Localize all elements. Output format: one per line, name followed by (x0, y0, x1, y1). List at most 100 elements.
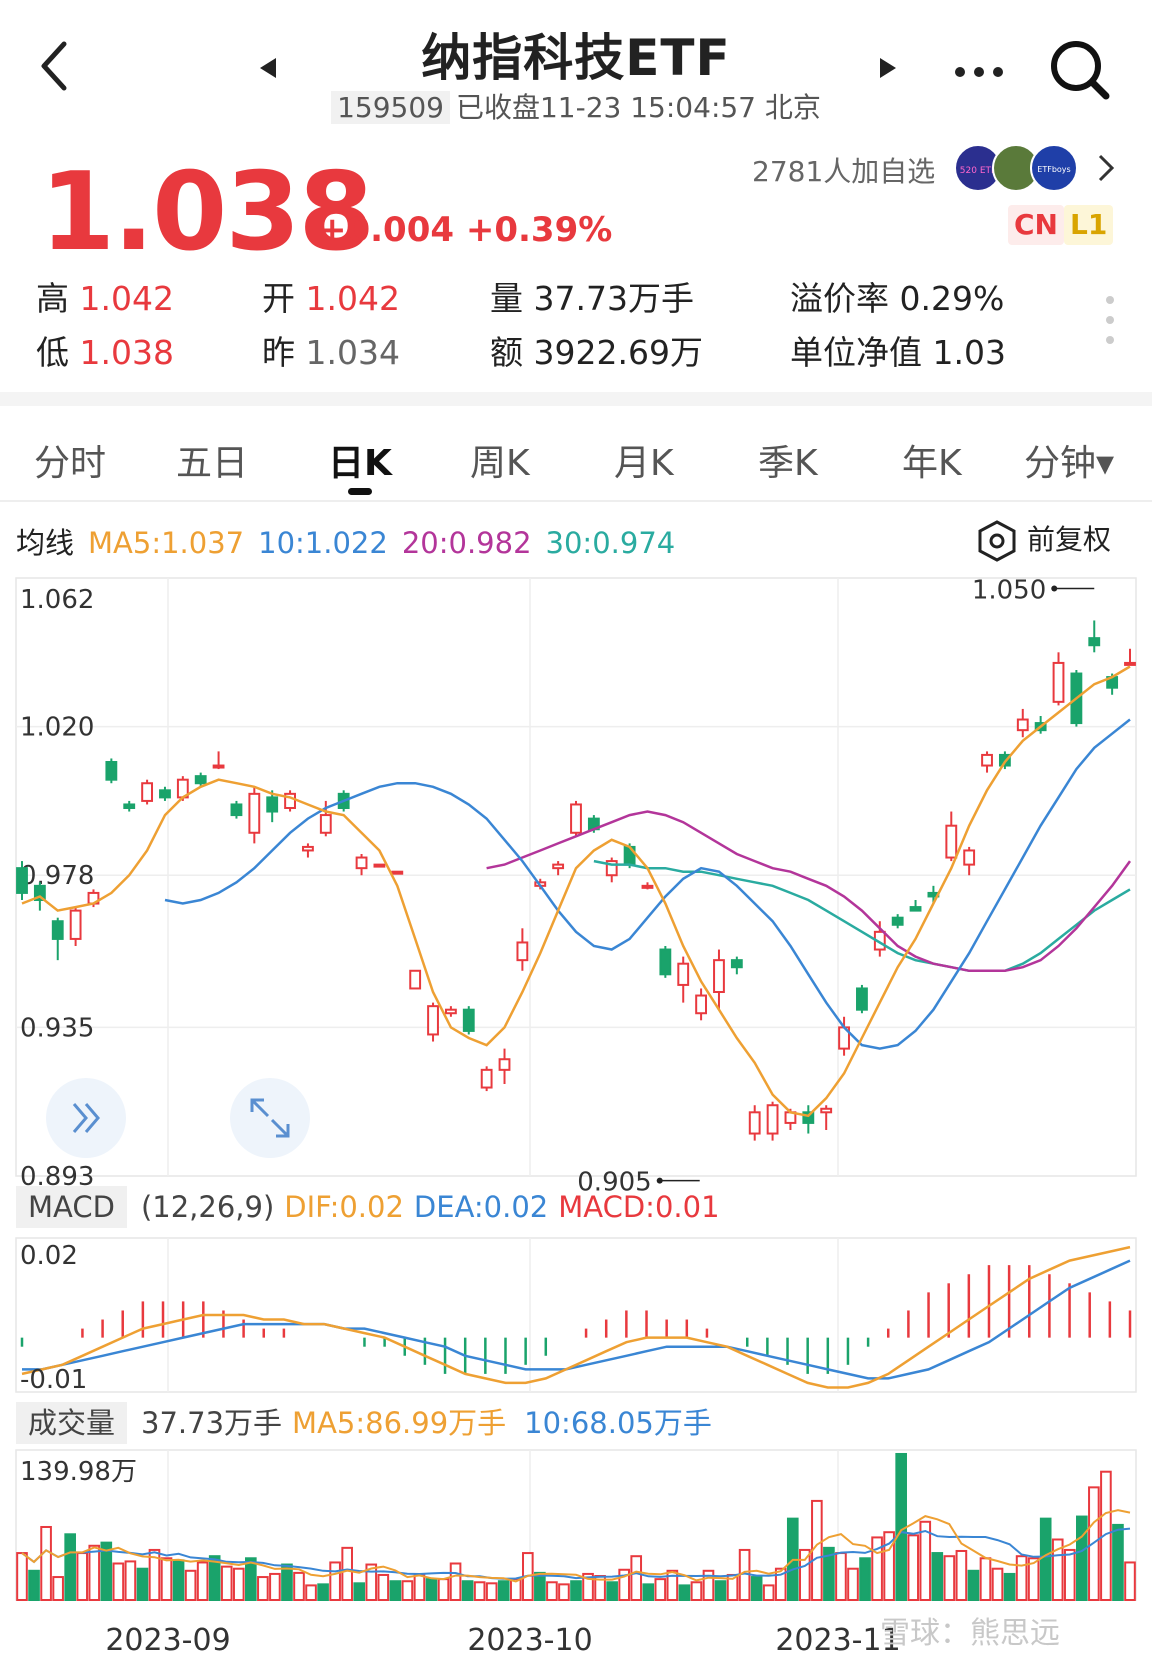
search-icon[interactable] (1048, 38, 1112, 106)
volume-bar (618, 1568, 630, 1601)
volume-bar (148, 1548, 161, 1602)
ma20-value: 20:0.982 (401, 526, 532, 560)
market-badge-cn: CN (1008, 205, 1064, 245)
volume-bar (582, 1572, 594, 1602)
last-price: 1.038 (40, 150, 374, 275)
stat-label: 单位净值 (790, 333, 922, 372)
volume-bar (64, 1533, 76, 1601)
candle-body (605, 860, 618, 877)
chevron-right-icon[interactable] (1096, 152, 1116, 188)
volume-bar (497, 1580, 510, 1602)
candle-body (695, 994, 708, 1015)
stat-volume: 量 37.73万手 (490, 272, 694, 320)
back-arrow-icon[interactable] (38, 40, 70, 96)
ma10-line (164, 718, 1131, 1050)
header-bar: 纳指科技ETF 159509 已收盘11-23 15:04:57 北京 (0, 0, 1152, 140)
settings-hex-icon (978, 520, 1016, 562)
dea-line (22, 1259, 1131, 1380)
volume-bar (208, 1555, 221, 1601)
volume-label[interactable]: 成交量 (16, 1402, 128, 1444)
macd-label[interactable]: MACD (16, 1186, 127, 1228)
stat-label: 低 (36, 333, 69, 372)
stat-label: 昨 (262, 333, 295, 372)
candle-body (981, 753, 993, 767)
expand-chart-button[interactable] (230, 1078, 310, 1158)
volume-bar (257, 1576, 269, 1602)
volume-bar (931, 1552, 944, 1601)
candle-body (677, 962, 690, 986)
volume-bar (642, 1583, 655, 1601)
candle-body (820, 1107, 833, 1114)
tab-intraday[interactable]: 分时 (34, 443, 107, 484)
low-marker-label: 0.905 (577, 1168, 651, 1198)
candle-body (230, 803, 243, 817)
price-tick-label: 0.978 (20, 861, 94, 891)
volume-bar (413, 1573, 426, 1601)
volume-bar (40, 1525, 52, 1601)
volume-bar (895, 1452, 907, 1601)
volume-bar (136, 1567, 149, 1602)
candle-body (480, 1068, 493, 1089)
candle-body (552, 863, 565, 870)
tab-five-day[interactable]: 五日 (176, 443, 249, 484)
volume-bar (449, 1562, 462, 1602)
adjust-toggle[interactable]: 前复权 (975, 518, 1111, 563)
tab-yearly-k[interactable]: 年K (902, 443, 962, 484)
volume-bar (160, 1557, 173, 1601)
scroll-forward-button[interactable] (46, 1078, 126, 1158)
volume-bar (220, 1565, 233, 1601)
volume-bar (28, 1569, 40, 1602)
volume-bar (750, 1576, 763, 1602)
more-icon[interactable] (954, 50, 1004, 91)
watchers-count[interactable]: 2781人加自选 (752, 155, 936, 188)
candle-body (1052, 661, 1065, 703)
market-status: 已收盘11-23 15:04:57 北京 (455, 91, 821, 124)
candle-body (444, 1008, 457, 1015)
next-stock-icon[interactable] (878, 56, 898, 84)
tab-weekly-k[interactable]: 周K (470, 443, 530, 484)
macd-legend: MACD (12,26,9) DIF:0.02 DEA:0.02 MACD:0.01 (16, 1186, 720, 1228)
candle-body (891, 916, 904, 926)
kline-chart[interactable]: 1.0621.0200.9780.9350.8931.0500.9050.02-… (0, 560, 1152, 1665)
candle-body (427, 1005, 439, 1036)
candle-body (748, 1111, 761, 1135)
macd-tick-label: -0.01 (20, 1365, 87, 1395)
follower-avatar[interactable]: ETFboys (1030, 144, 1078, 192)
candle-body (159, 789, 171, 799)
stat-label: 量 (490, 279, 523, 318)
price-tick-label: 0.935 (20, 1013, 94, 1043)
volume-bar (353, 1582, 366, 1601)
macd-tick-label: 0.02 (20, 1241, 78, 1271)
more-stats-icon[interactable] (1106, 296, 1116, 356)
volume-bar (690, 1581, 703, 1602)
volume-bar (1063, 1548, 1076, 1602)
prev-stock-icon[interactable] (258, 56, 278, 84)
period-tabs: 分时 五日 日K 周K 月K 季K 年K 分钟▾ (0, 420, 1152, 500)
volume-bar (943, 1555, 956, 1601)
vol-ma10-value: 10:68.05万手 (524, 1406, 712, 1440)
volume-bar (991, 1567, 1004, 1602)
stock-code: 159509 (331, 91, 450, 124)
volume-bar (172, 1559, 185, 1602)
candle-body (1124, 661, 1136, 666)
volume-bar (847, 1567, 859, 1602)
volume-bar (293, 1571, 305, 1601)
volume-bar (1015, 1555, 1028, 1601)
tab-minute-dropdown[interactable]: 分钟▾ (1024, 443, 1115, 484)
volume-bar (52, 1576, 64, 1602)
candle-body (963, 849, 976, 866)
volume-bar (341, 1546, 353, 1601)
volume-bar (425, 1578, 438, 1602)
price-tick-label: 1.020 (20, 713, 94, 743)
stat-low: 低 1.038 (36, 326, 174, 374)
tab-monthly-k[interactable]: 月K (614, 443, 674, 484)
candle-body (516, 941, 529, 962)
stat-value: 1.042 (305, 279, 400, 318)
stat-prev-close: 昨 1.034 (262, 326, 400, 374)
volume-bar (678, 1584, 691, 1602)
x-axis-date-label: 2023-11 (775, 1623, 900, 1658)
candle-body (391, 870, 404, 875)
tab-daily-k[interactable]: 日K (328, 443, 392, 484)
candle-body (141, 782, 154, 802)
tab-quarterly-k[interactable]: 季K (758, 443, 818, 484)
